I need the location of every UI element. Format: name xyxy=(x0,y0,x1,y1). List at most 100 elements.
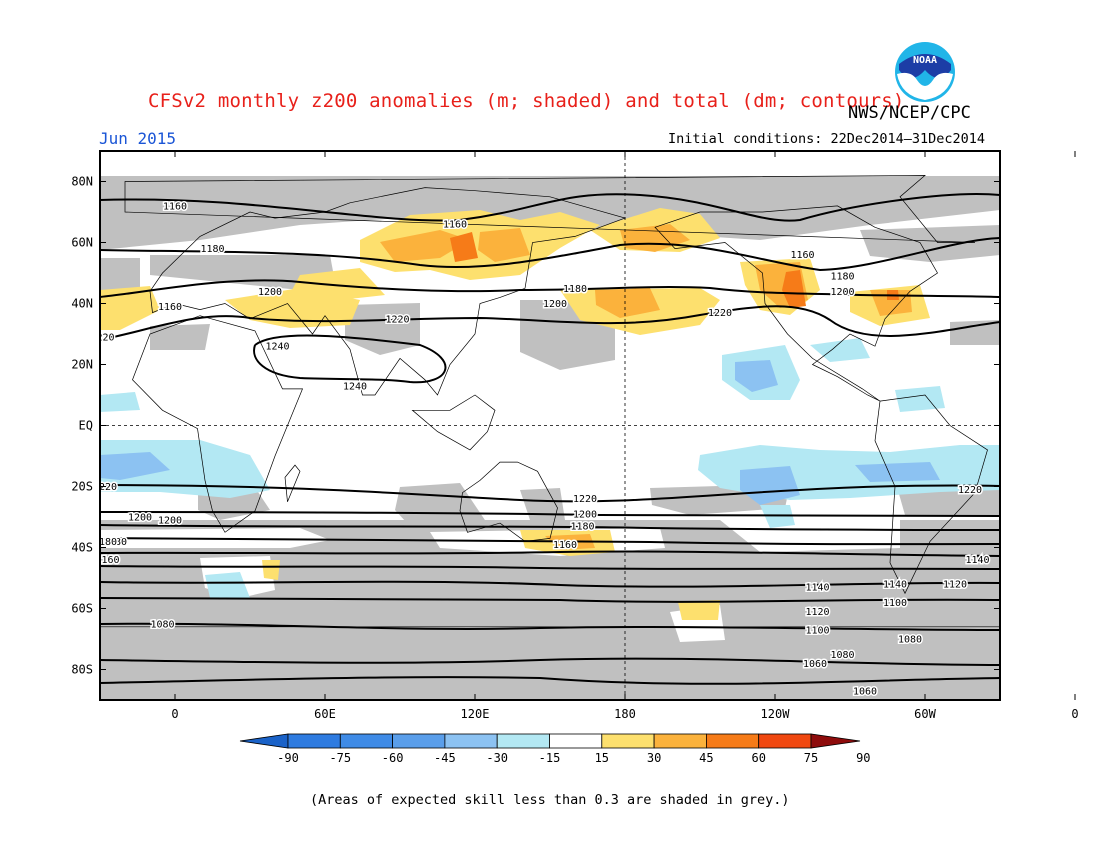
contour-label: 1200 xyxy=(158,516,182,527)
forecast-month: Jun 2015 xyxy=(99,129,177,148)
lat-label: 40S xyxy=(71,541,93,555)
contour-label: 1120 xyxy=(805,607,829,618)
colorbar-swatch xyxy=(653,733,707,749)
contour-line xyxy=(100,524,1000,531)
contour-label: 1200 xyxy=(258,287,282,298)
contour-label: 1180 xyxy=(200,244,224,255)
colorbar-swatch xyxy=(549,733,603,749)
contour-label: 1160 xyxy=(443,220,467,231)
colorbar-tick-label: -15 xyxy=(539,751,561,765)
anomaly-region xyxy=(810,338,870,362)
noaa-logo-icon: NOAA xyxy=(895,42,955,102)
initial-conditions: Initial conditions: 22Dec2014–31Dec2014 xyxy=(668,131,985,147)
lon-label: 180 xyxy=(614,707,636,721)
contour-line xyxy=(100,237,1000,272)
coastline xyxy=(459,461,558,542)
anomaly-region xyxy=(100,392,140,412)
contour-label: 1240 xyxy=(265,342,289,353)
colorbar-arrow-low xyxy=(239,733,289,749)
coastline xyxy=(874,394,988,595)
contour-label: 1200 xyxy=(573,509,597,520)
contour-label: 1160 xyxy=(163,201,187,212)
skill-footnote: (Areas of expected skill less than 0.3 a… xyxy=(310,792,790,808)
contour-label: 1180 xyxy=(563,284,587,295)
contour-line xyxy=(100,305,1000,341)
anomaly-region xyxy=(478,228,530,262)
colorbar-tick-label: 30 xyxy=(647,751,661,765)
contour-label: 1140 xyxy=(805,583,829,594)
lat-label: 20N xyxy=(71,358,93,372)
map-axes: 80N 60N 40N 20N EQ 20S 40S 60S 80S 0 60E 120E 180 120… xyxy=(71,151,1079,721)
lon-label: 60E xyxy=(314,707,336,721)
anomaly-region xyxy=(262,560,280,580)
lat-label: 80N xyxy=(71,175,93,189)
lon-label: 120E xyxy=(461,707,490,721)
contour-label: 1180 xyxy=(830,272,854,283)
coastline xyxy=(149,187,627,396)
anomaly-region xyxy=(782,270,806,308)
coastline xyxy=(654,205,938,402)
anomaly-region xyxy=(205,572,250,598)
contour-line xyxy=(100,565,1000,570)
contour-label: 1200 xyxy=(543,299,567,310)
coastline xyxy=(284,464,301,502)
colorbar-tick-label: 75 xyxy=(804,751,818,765)
lon-label: 0 xyxy=(171,707,178,721)
colorbar-swatch xyxy=(444,733,498,749)
coastline xyxy=(124,175,976,243)
colorbar-tick-label: -45 xyxy=(434,751,456,765)
contour-label: 1060 xyxy=(803,659,827,670)
grey-region xyxy=(860,225,1000,262)
anomaly-region xyxy=(595,288,660,318)
contour-line xyxy=(100,537,1000,546)
contour-line xyxy=(100,193,1000,222)
contour-label: 1100 xyxy=(805,625,829,636)
contour-line xyxy=(100,580,1000,588)
colorbar-swatch xyxy=(392,733,446,749)
contour-label: 1160 xyxy=(553,540,577,551)
chart-title: CFSv2 monthly z200 anomalies (m; shaded)… xyxy=(148,90,905,112)
colorbar-swatch xyxy=(287,733,341,749)
anomaly-region xyxy=(740,466,800,505)
contour-line xyxy=(100,550,1000,557)
contour-line xyxy=(100,597,1000,603)
colorbar-tick-label: 90 xyxy=(856,751,870,765)
grey-region xyxy=(100,176,1000,250)
contour-label: 1180 xyxy=(570,522,594,533)
contour-label: 1060 xyxy=(853,686,877,697)
contour-label: 1160 xyxy=(158,302,182,313)
grey-region xyxy=(100,258,140,295)
contour-line xyxy=(100,657,1000,666)
anomaly-region xyxy=(895,386,945,412)
lat-label: 40N xyxy=(71,297,93,311)
contour-label: 1080 xyxy=(830,650,854,661)
colorbar: -90 -75 -60 -45 -30 -15 15 30 45 60 75 90 xyxy=(239,733,871,765)
coastline xyxy=(132,315,304,533)
contour-label: 1080 xyxy=(898,635,922,646)
total-height-contours xyxy=(100,193,1000,685)
anomaly-region xyxy=(380,230,470,262)
contour-label: 1240 xyxy=(343,381,367,392)
contour-label: 1160 xyxy=(95,555,119,566)
anomaly-region xyxy=(855,462,940,482)
grey-region xyxy=(950,320,1000,345)
lat-label: EQ xyxy=(79,419,93,433)
anomaly-region xyxy=(678,600,720,620)
lat-label: 20S xyxy=(71,480,93,494)
contour-line xyxy=(253,334,447,384)
contour-label: 1220 xyxy=(708,308,732,319)
colorbar-swatch xyxy=(339,733,393,749)
anomaly-region xyxy=(450,232,478,262)
colorbar-tick-label: 45 xyxy=(699,751,713,765)
lat-label: 60N xyxy=(71,236,93,250)
contour-label: 1140 xyxy=(883,580,907,591)
grey-region xyxy=(150,324,210,350)
contour-line xyxy=(100,484,1000,503)
agency-label: NWS/NCEP/CPC xyxy=(848,103,971,123)
colorbar-tick-label: -90 xyxy=(277,751,299,765)
contour-label: 1180 xyxy=(103,537,127,548)
grey-region xyxy=(520,488,565,520)
colorbar-swatch xyxy=(706,733,760,749)
colorbar-tick-label: -30 xyxy=(486,751,508,765)
